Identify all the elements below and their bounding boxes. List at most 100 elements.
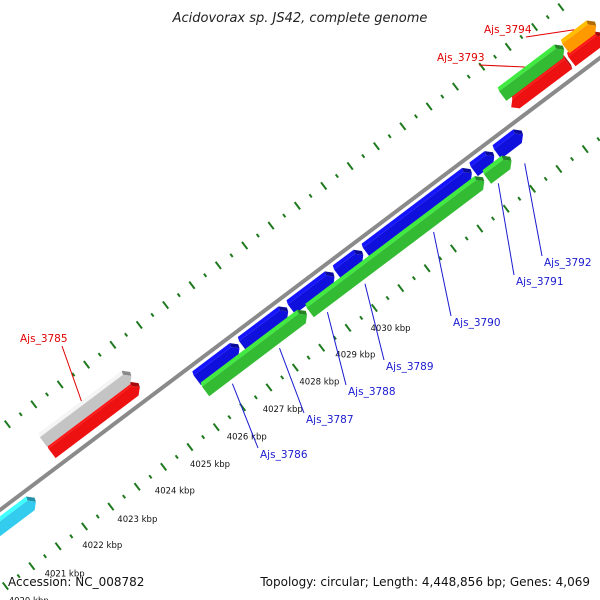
kbp-scale: 4020 kbp 4021 kbp 4022 kbp 4023 kbp 4024 kbp… [9, 324, 411, 600]
tick-mark [519, 34, 524, 40]
gene-body [287, 275, 335, 314]
tick-mark [491, 216, 496, 221]
tick-mark [81, 522, 89, 531]
tick-mark [214, 261, 222, 270]
gene-Ajs_3789-3791-green [305, 176, 485, 318]
gene-bevel [130, 381, 140, 388]
tick-mark [203, 273, 208, 278]
kbp-label: 4026 kbp [227, 432, 267, 442]
tick-mark [423, 264, 431, 273]
gene-bevel [229, 343, 240, 349]
gene-bevel [563, 55, 573, 69]
tick-mark [188, 280, 196, 290]
tick-mark [370, 303, 378, 313]
gene-Ajs_3787 [237, 306, 289, 351]
tick-mark [452, 82, 460, 91]
gene-bevel [497, 44, 556, 92]
tick-mark [346, 161, 354, 171]
label-Ajs_3787: Ajs_3787 [279, 348, 354, 426]
tick-mark [399, 122, 407, 131]
leader-line [364, 283, 385, 361]
tick-mark [502, 204, 510, 213]
gene-bevel [474, 176, 485, 182]
label-Ajs_3794: Ajs_3794 [484, 24, 575, 38]
gene-body [362, 172, 472, 258]
gene-bevel [492, 129, 515, 150]
gene-bevel [121, 370, 132, 376]
tick-mark [107, 502, 115, 511]
tick-mark [28, 561, 36, 571]
tick-mark [581, 144, 589, 154]
tick-mark [320, 181, 328, 191]
tick-mark [97, 352, 102, 357]
gene-bevel [286, 271, 327, 305]
gene-bevel [26, 496, 36, 502]
gene-bevel [297, 309, 307, 315]
tick-mark [135, 320, 143, 330]
backbone-line [0, 55, 600, 513]
gene-body [470, 155, 495, 177]
leader-line [478, 64, 525, 68]
tick-mark [361, 153, 366, 159]
tick-mark [212, 422, 220, 432]
tick-mark [385, 295, 390, 301]
gene-Ajs_3788 [286, 271, 335, 314]
gene-label: Ajs_3794 [484, 24, 532, 36]
leader-line [326, 311, 347, 386]
kbp-label: 4029 kbp [335, 351, 375, 361]
gene-body [568, 35, 600, 67]
label-Ajs_3788: Ajs_3788 [326, 311, 396, 398]
tick-mark [449, 244, 457, 253]
tick-mark [109, 340, 117, 349]
tick-mark [253, 395, 258, 400]
gene-bevel [278, 306, 289, 312]
tick-mark [318, 343, 326, 352]
gene-label: Ajs_3789 [386, 361, 434, 373]
gene-bevel [38, 370, 123, 438]
tick-mark [529, 184, 537, 194]
kbp-label: 4022 kbp [82, 541, 122, 551]
gene-bevel [192, 343, 232, 376]
gene-Ajs_3793-green [497, 44, 565, 101]
gene-label: Ajs_3792 [544, 257, 592, 269]
gene-Ajs_3794-orange [560, 20, 597, 54]
leader-line [279, 348, 305, 414]
tick-mark [148, 474, 153, 479]
leader-line [497, 183, 515, 276]
gene-Ajs_3790 [361, 167, 472, 258]
tick-mark [308, 193, 313, 199]
gene-bevel [469, 151, 486, 167]
gene-label: Ajs_3786 [260, 449, 308, 461]
leader-line [231, 383, 259, 449]
tick-mark [334, 173, 339, 179]
tick-mark [162, 300, 170, 310]
tick-mark [45, 392, 50, 397]
tick-mark [174, 454, 179, 460]
accession-text: Accession: NC_008782 [8, 575, 144, 589]
tick-mark [124, 332, 129, 338]
gene-body [39, 374, 132, 447]
gene-Ajs_3786 [192, 343, 240, 385]
gene-upstream-cyan [0, 496, 36, 537]
gene-body [511, 59, 573, 109]
gene-bevel [324, 271, 335, 277]
tick-mark [478, 62, 486, 71]
tick-mark [176, 292, 181, 298]
tick-mark [265, 383, 273, 392]
gene-label: Ajs_3793 [437, 52, 485, 64]
gene-bevel [482, 155, 504, 175]
kbp-label: 4020 kbp [9, 597, 49, 600]
gene-Ajs_3792-green [482, 155, 512, 184]
gene-bevel [332, 249, 355, 270]
gene-label: Ajs_3788 [348, 386, 396, 398]
gene-label: Ajs_3785 [20, 333, 68, 345]
tick-mark [545, 14, 550, 20]
tick-mark [397, 283, 405, 293]
gene-labels: Ajs_3785 Ajs_3786 Ajs_3787 Ajs_3788 Ajs_3789… [20, 24, 592, 461]
map-title: Acidovorax sp. JS42, complete genome [172, 11, 428, 26]
genome-summary-text: Topology: circular; Length: 4,448,856 bp… [259, 575, 590, 589]
gene-bevel [594, 31, 600, 37]
gene-Ajs_3785-rna [38, 370, 132, 447]
